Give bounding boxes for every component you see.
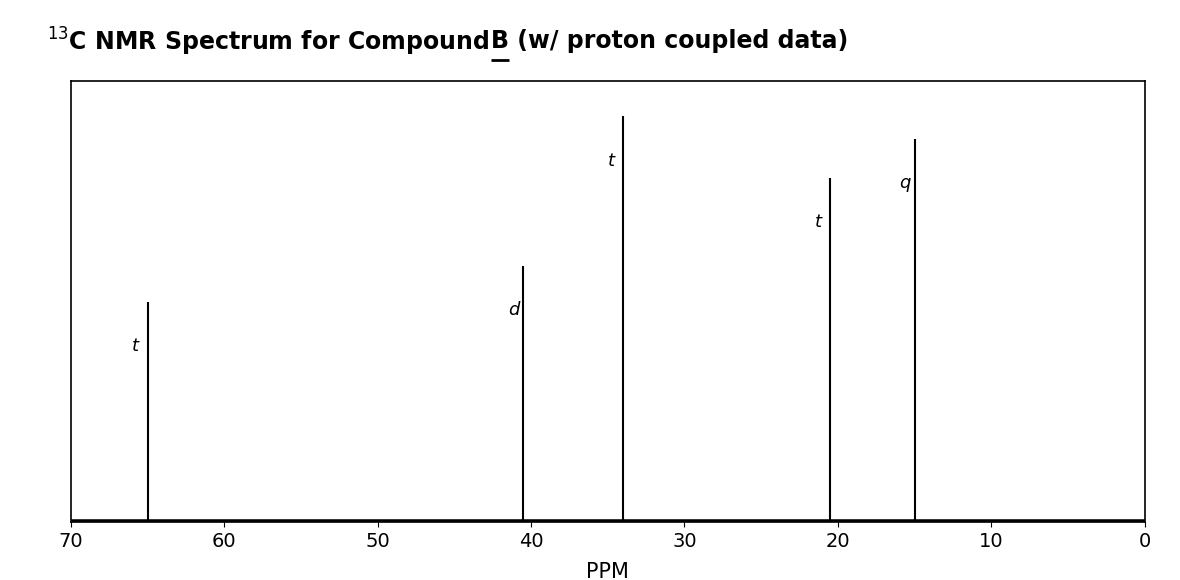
Text: q: q bbox=[899, 173, 911, 191]
Text: t: t bbox=[132, 336, 139, 355]
Text: (w/ proton coupled data): (w/ proton coupled data) bbox=[510, 30, 848, 53]
Text: t: t bbox=[608, 151, 615, 169]
Text: t: t bbox=[814, 213, 821, 231]
Text: $^{13}$C NMR Spectrum for Compound: $^{13}$C NMR Spectrum for Compound bbox=[47, 26, 491, 57]
Text: d: d bbox=[507, 302, 519, 320]
X-axis label: PPM: PPM bbox=[586, 562, 629, 580]
Text: B: B bbox=[491, 30, 510, 53]
